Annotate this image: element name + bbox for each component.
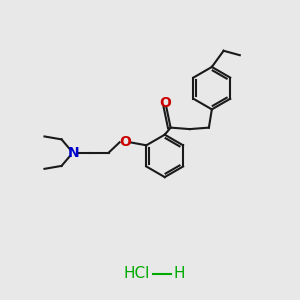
Text: H: H [174, 266, 185, 281]
Text: O: O [159, 96, 171, 110]
Text: HCl: HCl [124, 266, 150, 281]
Text: N: N [68, 146, 79, 160]
Text: O: O [119, 135, 131, 149]
